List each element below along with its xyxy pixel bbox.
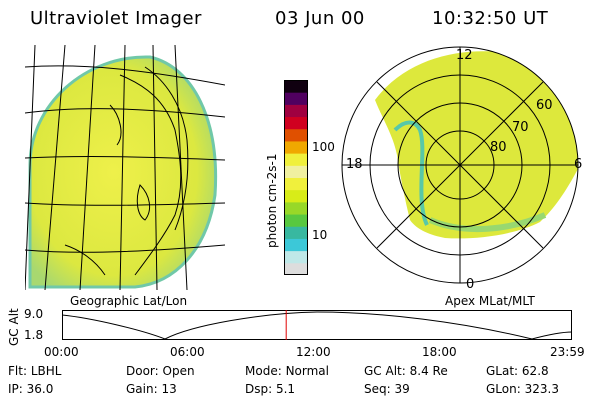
colorbar-tick-100: 100 [312,140,335,154]
gc-alt-label: GC Alt [7,308,21,346]
colorbar-band [284,262,308,275]
colorbar-band [284,177,308,191]
colorbar-band [284,189,308,203]
colorbar-band [284,238,308,252]
geographic-image [25,45,225,290]
polar-image [341,46,579,284]
colorbar-band [284,153,308,166]
svg-text:GC Alt: GC Alt [7,308,21,346]
info-glat: GLat: 62.8 [486,364,549,378]
colorbar-band [284,201,308,215]
mlt-label-0: 0 [466,277,475,292]
alt-xtick-4: 23:59 [550,345,585,359]
info-mode: Mode: Normal [245,364,329,378]
lat-label-80: 80 [490,140,507,155]
alt-ytick-max: 9.0 [24,307,44,321]
info-door: Door: Open [126,364,195,378]
colorbar-band [284,140,308,154]
mlt-label-6: 6 [574,157,583,172]
app-title: Ultraviolet Imager [30,8,202,29]
colorbar-unit-label: photon cm-2s-1 [265,154,279,249]
info-gc-alt: GC Alt: 8.4 Re [364,364,448,378]
lat-label-70: 70 [512,120,529,135]
alt-xtick-3: 18:00 [422,345,457,359]
colorbar-band [284,128,308,142]
lat-label-60: 60 [536,98,553,113]
colorbar-band [284,104,308,118]
alt-xtick-2: 12:00 [296,345,331,359]
mlt-label-18: 18 [346,157,363,172]
svg-text:photon cm-2s-1: photon cm-2s-1 [265,154,279,249]
colorbar-band [284,92,308,105]
info-glon: GLon: 323.3 [486,382,559,396]
alt-xtick-0: 00:00 [44,345,79,359]
colorbar [284,80,308,275]
geo-panel-label: Geographic Lat/Lon [70,294,188,308]
polar-panel-label: Apex MLat/MLT [445,294,535,308]
colorbar-band [284,250,308,264]
altitude-plot [62,310,572,340]
mlt-label-12: 12 [456,48,473,63]
orbit-altitude-curve [62,311,572,340]
info-ip: IP: 36.0 [8,382,54,396]
colorbar-tick-10: 10 [312,228,328,242]
info-dsp: Dsp: 5.1 [245,382,296,396]
colorbar-band [284,116,308,130]
date-readout: 03 Jun 00 [275,8,365,29]
colorbar-band [284,165,308,178]
auroral-oval-fill [375,51,578,239]
alt-ytick-min: 1.8 [24,328,44,342]
colorbar-band [284,80,308,93]
info-flt: Flt: LBHL [8,364,62,378]
time-readout: 10:32:50 UT [432,8,549,29]
colorbar-band [284,214,308,227]
alt-xtick-1: 06:00 [170,345,205,359]
colorbar-band [284,226,308,239]
info-seq: Seq: 39 [364,382,410,396]
info-gain: Gain: 13 [126,382,177,396]
